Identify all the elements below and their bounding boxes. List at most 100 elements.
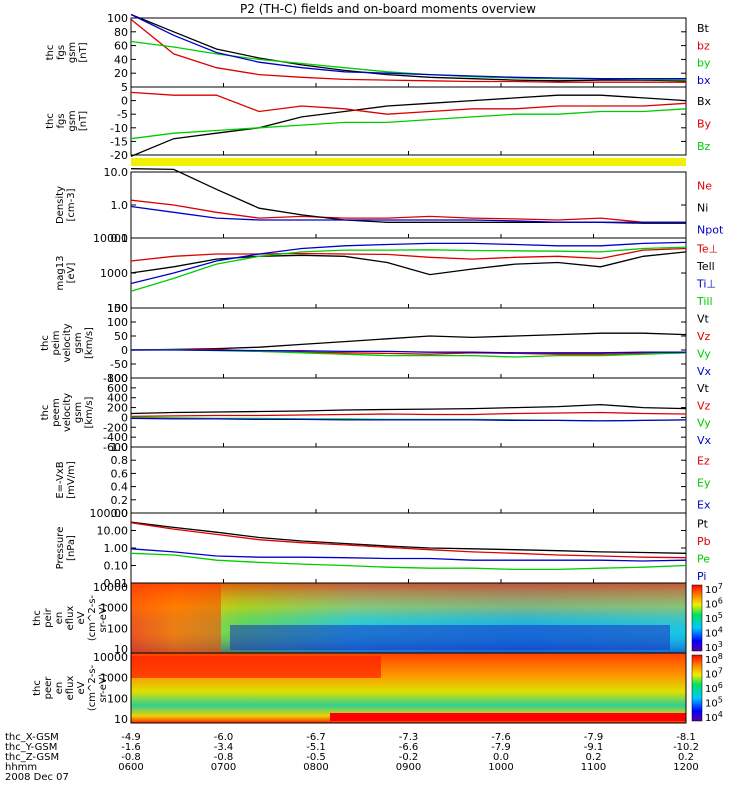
panel-frame [130, 237, 687, 309]
panel-ylabel: thc [40, 335, 51, 351]
ephemeris-row-label: thc_X-GSM [5, 732, 59, 743]
x-tick-label: 1100 [581, 762, 606, 773]
series-line-bz [130, 18, 686, 83]
legend-label: Vy [697, 417, 711, 430]
legend-label: Bt [697, 22, 710, 35]
panel-ylabel: [mV/m] [66, 461, 77, 499]
legend-label: bz [697, 39, 710, 52]
y-tick-label: 1000 [100, 267, 128, 280]
series-line-Ti⊥ [130, 241, 687, 285]
legend-label: Pt [697, 517, 709, 530]
ephemeris-table: thc_X-GSM -4.9 -6.0 -6.7 -7.3 -7.6 -7.9 -8.1thc… [5, 732, 699, 783]
panel-ylabel: gsm [67, 110, 78, 131]
y-tick-label: 1000 [100, 602, 128, 615]
panel-ylabel: Density [55, 186, 66, 224]
panel-frame [130, 446, 687, 514]
y-tick-label: -15 [110, 135, 128, 148]
series-line-Till [130, 246, 687, 292]
panel-density: 0.1 1.0 10.0 Density [cm-3] Ne Ni Npot [55, 166, 724, 245]
y-tick-label: 0.1 [111, 232, 129, 245]
y-tick-label: 60 [114, 40, 128, 53]
legend-label: Ez [697, 454, 710, 467]
panel-ylabel: velocity [62, 393, 73, 432]
panel-ylabel: [eV] [66, 263, 77, 284]
spectrogram-peir-low-band [230, 625, 670, 650]
ephemeris-value: -0.8 [214, 752, 234, 763]
panel-pressure: 0.01 0.10 1.00 10.00 100.00 Pressure [nPa] Pt Pb… [55, 507, 711, 590]
legend-label: Ni [697, 201, 708, 214]
panel-ylabel: thc [45, 45, 56, 61]
spectrogram-axis-peir: 10 100 1000 10000 thc peir en eflux eV (cm^2-s-sr… [32, 581, 136, 656]
panel-ylabel: gsm [73, 402, 84, 423]
spectrogram-peer [130, 652, 687, 724]
chart-title: P2 (TH-C) fields and on-board moments ov… [240, 2, 536, 16]
ephemeris-value: -4.9 [121, 732, 141, 743]
y-tick-label: 100 [107, 622, 128, 635]
ephemeris-value: -7.9 [491, 742, 511, 753]
ephemeris-value: -6.0 [214, 732, 234, 743]
y-tick-label: 0 [121, 411, 128, 424]
y-tick-label: 10.0 [104, 166, 129, 179]
y-tick-label: 0.10 [104, 560, 129, 573]
x-tick-label: 0700 [211, 762, 236, 773]
ephemeris-value: -0.5 [306, 752, 326, 763]
panel-ylabel: thc [40, 405, 51, 421]
y-tick-label: 0.2 [111, 494, 129, 507]
legend-label: by [697, 57, 711, 70]
y-tick-label: -200 [103, 421, 128, 434]
series-line-bx [130, 13, 686, 80]
spectrogram-ylabel: sr-eV) [98, 603, 109, 632]
x-tick-label: 1000 [488, 762, 513, 773]
panel-ylabel: thc [45, 113, 56, 129]
y-tick-label: 5 [121, 81, 128, 94]
legend-label: Npot [697, 223, 724, 236]
y-tick-label: 800 [107, 372, 128, 385]
legend-label: Vx [697, 365, 712, 378]
legend-label: Pi [697, 570, 706, 583]
series-line-Ni [130, 168, 686, 224]
ephemeris-value: -7.6 [491, 732, 511, 743]
ephemeris-value: -6.7 [306, 732, 326, 743]
y-tick-label: 10 [114, 643, 128, 656]
y-tick-label: 0 [121, 344, 128, 357]
series-line-Ne [130, 199, 686, 223]
panel-ylabel: velocity [62, 323, 73, 362]
y-tick-label: 150 [107, 302, 128, 315]
series-line-Te⊥ [130, 247, 687, 262]
y-tick-label: 0 [121, 95, 128, 108]
series-line-Pi [130, 548, 687, 562]
legend-label: Ne [697, 179, 712, 192]
panel-ylabel: peem [51, 398, 62, 426]
y-tick-label: -100 [103, 372, 128, 385]
y-tick-label: 40 [114, 53, 128, 66]
y-tick-label: 400 [107, 392, 128, 405]
y-tick-label: -50 [110, 358, 128, 371]
y-tick-label: 100 [107, 12, 128, 25]
series-line-Vz [130, 411, 687, 418]
panel-ylabel: peim [51, 330, 62, 355]
spectrogram-ylabel: eflux [65, 606, 76, 631]
date-label: 2008 Dec 07 [5, 772, 69, 783]
spectrogram-ylabel: peer [43, 676, 54, 700]
panel-ylabel: [km/s] [84, 327, 95, 359]
y-tick-label: 0.0 [111, 507, 129, 520]
ephemeris-value: -6.6 [399, 742, 419, 753]
legend-label: Vy [697, 347, 711, 360]
y-tick-label: 100 [107, 316, 128, 329]
ephemeris-value: -5.1 [306, 742, 326, 753]
spectrogram-ylabel: en [54, 682, 65, 695]
y-tick-label: 20 [114, 67, 128, 80]
spectrogram-peer-frame [130, 652, 687, 724]
legend-label: Te⊥ [696, 242, 718, 255]
y-tick-label: 0.4 [111, 481, 129, 494]
legend-label: Pb [697, 535, 711, 548]
panel-ylabel: [nT] [78, 42, 89, 62]
legend-label: Vt [697, 382, 710, 395]
ephemeris-row-label: thc_Y-GSM [5, 742, 57, 753]
panel-frame [130, 171, 687, 239]
legend-label: Vz [697, 330, 711, 343]
y-tick-label: 200 [107, 402, 128, 415]
y-tick-label: 10 [114, 713, 128, 726]
